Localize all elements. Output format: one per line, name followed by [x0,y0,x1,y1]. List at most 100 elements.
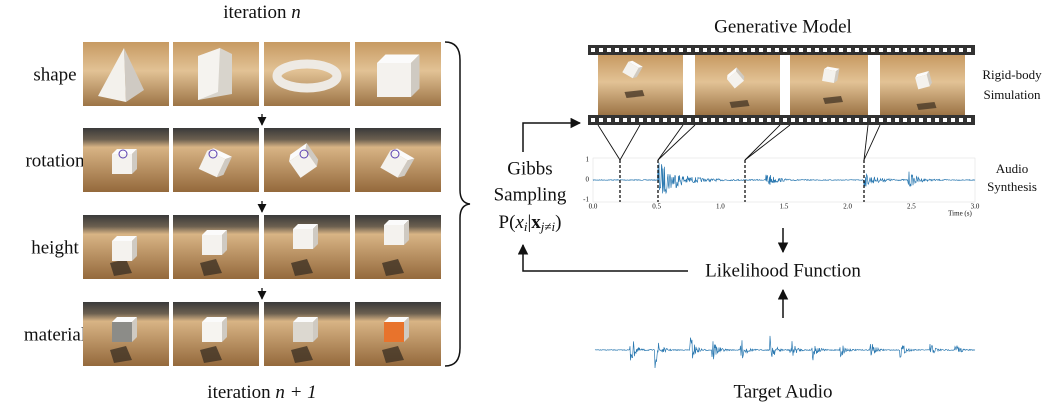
formula-part: x [531,212,541,233]
sprocket [631,48,635,52]
x-tick-label: 1.0 [716,203,725,211]
sprocket [791,48,795,52]
sprocket [751,48,755,52]
sprocket [671,48,675,52]
simulation-label: Rigid-body [982,67,1042,82]
sampling-label: Gibbs [507,158,552,179]
thumbnail [83,128,169,192]
sprocket [735,48,739,52]
y-tick-label: -1 [583,196,589,204]
sprocket [655,48,659,52]
generative-model-title: Generative Model [714,16,852,37]
sprocket [799,118,803,122]
cube-front [293,229,313,249]
sprocket [759,118,763,122]
frame [790,55,868,115]
cube-front [377,63,411,97]
sprocket [943,48,947,52]
sprocket [967,48,971,52]
audio-plot: 0.00.51.01.52.02.53.010-1Time (s) [583,125,980,218]
sprocket [903,48,907,52]
sprocket [735,118,739,122]
sprocket [727,118,731,122]
sprocket [919,48,923,52]
connector [745,125,780,160]
sprocket [783,48,787,52]
image-grid: shaperotationheightmaterial [24,42,441,366]
sprocket [615,48,619,52]
connector [598,125,620,160]
row-label: height [31,237,79,258]
sprocket [671,118,675,122]
sampling-label: Sampling [494,184,567,205]
sprocket [599,118,603,122]
sprocket [663,118,667,122]
sprocket [815,48,819,52]
connector [745,125,790,160]
x-tick-label: 0.0 [589,203,598,211]
sprocket [847,48,851,52]
x-tick-label: 1.5 [780,203,789,211]
cube-front [112,154,132,174]
sprocket [959,118,963,122]
sprocket [815,118,819,122]
sprocket [871,48,875,52]
connector [620,125,640,160]
iteration-bottom: iteration n + 1 [207,382,316,403]
connector [658,125,695,160]
sprocket [711,48,715,52]
iteration-var: n + 1 [275,382,316,403]
cube-front [293,322,313,342]
sprocket [927,118,931,122]
sprocket [615,118,619,122]
sprocket [607,48,611,52]
sprocket [903,118,907,122]
y-tick-label: 0 [586,176,590,184]
sprocket [807,48,811,52]
sprocket [935,48,939,52]
connector [658,125,683,160]
sprocket [743,48,747,52]
thumbnail [355,42,441,106]
sprocket [655,118,659,122]
sprocket [943,118,947,122]
cube-front [202,235,222,255]
x-tick-label: 2.5 [907,203,916,211]
thumbnail [264,302,350,366]
sprocket [775,48,779,52]
sprocket [847,118,851,122]
sprocket [919,118,923,122]
waveform [595,336,975,368]
sprocket [607,118,611,122]
sprocket [591,118,595,122]
row-label: material [24,324,86,345]
sprocket [831,48,835,52]
thumbnail [173,215,259,279]
iteration-top: iteration n [223,2,301,23]
sprocket [591,48,595,52]
sprocket [927,48,931,52]
film-strip [588,45,975,125]
cube [112,236,137,261]
sprocket [879,118,883,122]
sprocket [951,118,955,122]
target-waveform [595,336,975,368]
thumbnail [83,215,169,279]
sprocket [839,118,843,122]
sprocket [695,48,699,52]
iteration-word: iteration [223,2,287,23]
simulation-label: Simulation [983,87,1041,102]
x-tick-label: 3.0 [971,203,980,211]
sprocket [831,118,835,122]
diagram: iteration n iteration n + 1 shaperotatio… [0,0,1053,406]
sprocket [895,118,899,122]
sprocket [823,48,827,52]
sprocket [799,48,803,52]
sprocket [855,48,859,52]
target-audio-label: Target Audio [733,381,832,402]
sprocket [703,48,707,52]
thumbnail [355,302,441,366]
sprocket [751,118,755,122]
sprocket [623,118,627,122]
cube [293,224,318,249]
